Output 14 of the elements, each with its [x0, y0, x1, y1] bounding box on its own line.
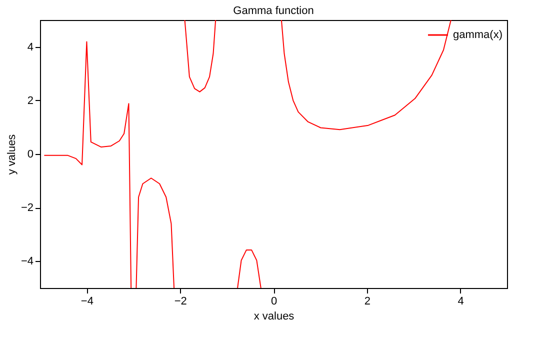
- y-tick-label: 2: [27, 94, 34, 107]
- y-tick-label: −2: [20, 202, 34, 214]
- x-tick-label: −4: [80, 296, 94, 308]
- x-tick-label: −2: [174, 296, 187, 308]
- legend-label: gamma(x): [453, 29, 503, 41]
- x-tick-label: 4: [458, 296, 464, 308]
- x-axis-title: x values: [254, 310, 295, 322]
- chart-title: Gamma function: [233, 5, 314, 17]
- y-tick-label: 0: [27, 148, 34, 160]
- y-tick-label: −4: [20, 256, 34, 268]
- y-axis-title: y values: [6, 134, 18, 175]
- x-tick-label: 2: [364, 296, 370, 308]
- x-tick-label: 0: [270, 296, 278, 308]
- y-tick-label: 4: [27, 41, 34, 54]
